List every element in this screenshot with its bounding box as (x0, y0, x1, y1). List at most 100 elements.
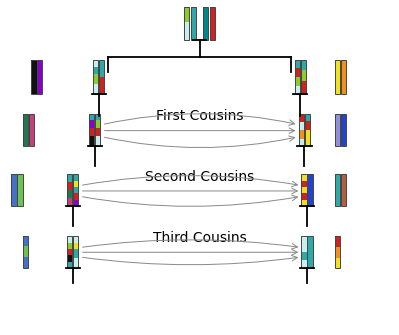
Bar (67, 243, 72, 249)
Bar (29, 114, 34, 146)
Bar (341, 114, 346, 146)
Bar (203, 7, 209, 40)
Bar (95, 114, 101, 146)
Bar (298, 122, 304, 130)
Bar (305, 114, 310, 121)
Bar (334, 236, 340, 247)
Bar (89, 128, 95, 136)
Bar (67, 174, 72, 206)
Bar (18, 174, 22, 206)
Bar (99, 60, 105, 77)
Bar (334, 114, 340, 146)
Bar (67, 236, 72, 243)
Bar (341, 174, 346, 206)
Bar (184, 22, 190, 40)
Bar (307, 236, 313, 268)
Bar (93, 84, 98, 94)
Bar (302, 187, 306, 193)
Bar (11, 174, 17, 206)
Bar (93, 74, 98, 84)
Bar (89, 114, 95, 146)
Bar (38, 60, 42, 94)
Bar (73, 200, 78, 206)
Bar (334, 60, 340, 94)
Bar (67, 255, 72, 262)
Bar (95, 120, 101, 128)
Bar (73, 187, 78, 193)
Bar (334, 236, 340, 268)
Bar (184, 7, 190, 40)
Bar (307, 174, 313, 206)
Bar (294, 60, 300, 94)
Bar (294, 86, 300, 94)
Bar (67, 182, 72, 190)
Bar (31, 60, 36, 94)
Bar (22, 246, 28, 257)
Bar (334, 259, 340, 268)
Bar (301, 81, 306, 94)
Bar (73, 259, 78, 268)
Bar (190, 7, 196, 40)
Bar (294, 60, 300, 68)
Bar (22, 114, 28, 146)
Bar (93, 60, 98, 67)
Bar (210, 7, 215, 40)
Bar (184, 7, 190, 22)
Bar (210, 7, 215, 40)
Bar (190, 7, 196, 40)
Bar (31, 60, 36, 94)
Bar (89, 120, 95, 128)
Bar (73, 181, 78, 187)
Bar (95, 136, 101, 146)
Bar (67, 236, 72, 268)
Bar (302, 252, 306, 260)
Bar (302, 236, 306, 268)
Bar (302, 244, 306, 252)
Bar (298, 139, 304, 146)
Bar (22, 257, 28, 268)
Bar (99, 60, 105, 94)
Bar (305, 114, 310, 146)
Bar (67, 174, 72, 182)
Bar (67, 262, 72, 268)
Bar (93, 60, 98, 94)
Bar (95, 114, 101, 120)
Bar (301, 60, 306, 70)
Bar (307, 174, 313, 206)
Bar (22, 236, 28, 246)
Bar (334, 174, 340, 206)
Bar (11, 174, 17, 206)
Bar (334, 114, 340, 146)
Bar (67, 198, 72, 206)
Bar (73, 236, 78, 243)
Bar (89, 114, 95, 120)
Bar (294, 77, 300, 86)
Bar (341, 174, 346, 206)
Bar (73, 174, 78, 181)
Bar (302, 174, 306, 206)
Bar (18, 174, 22, 206)
Bar (22, 236, 28, 268)
Bar (334, 60, 340, 94)
Bar (29, 114, 34, 146)
Bar (298, 114, 304, 122)
Bar (341, 60, 346, 94)
Bar (67, 249, 72, 255)
Bar (67, 190, 72, 198)
Bar (307, 236, 313, 268)
Bar (302, 236, 306, 244)
Bar (203, 7, 209, 40)
Bar (73, 236, 78, 268)
Bar (334, 247, 340, 259)
Bar (301, 60, 306, 94)
Bar (73, 249, 78, 259)
Bar (73, 243, 78, 249)
Bar (298, 130, 304, 139)
Text: Second Cousins: Second Cousins (145, 170, 254, 184)
Bar (89, 136, 95, 146)
Bar (95, 128, 101, 136)
Bar (99, 77, 105, 94)
Bar (305, 121, 310, 130)
Bar (38, 60, 42, 94)
Bar (73, 174, 78, 206)
